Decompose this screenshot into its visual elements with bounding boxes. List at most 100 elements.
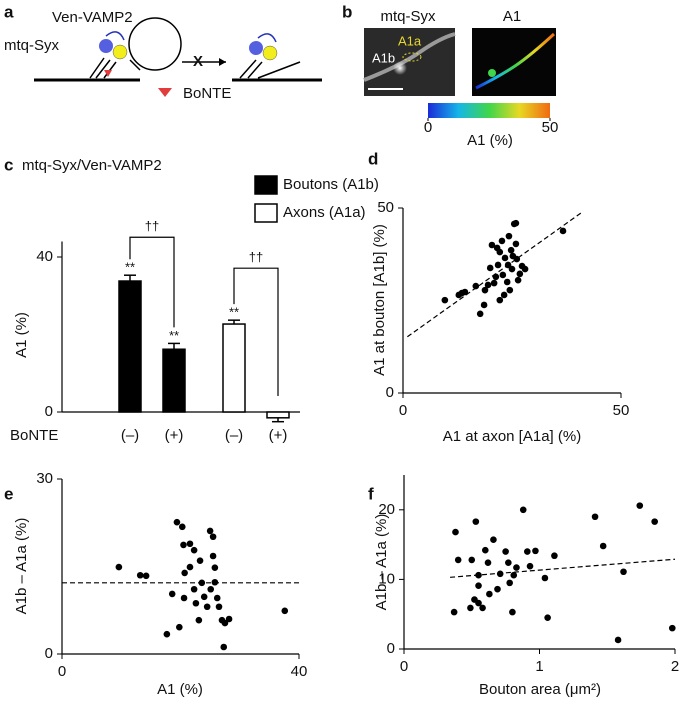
point	[505, 559, 512, 566]
fit-line	[450, 558, 676, 578]
bar	[222, 323, 246, 413]
axon	[363, 32, 456, 82]
bar	[118, 280, 142, 413]
significance-label: **	[169, 328, 179, 343]
point	[494, 261, 502, 269]
colorbar-tick-label: 50	[542, 119, 559, 136]
point	[512, 219, 520, 227]
point	[620, 568, 627, 576]
point	[541, 574, 549, 582]
bracket-label: ††	[145, 219, 159, 234]
legend-swatch	[254, 175, 278, 195]
point	[215, 603, 223, 611]
y-axis-label: A1 (%)	[13, 312, 30, 358]
point	[519, 506, 527, 514]
panel-a: a Ven-VAMP2 mtq-Syx X BoNTE	[4, 2, 322, 102]
bar	[266, 411, 290, 419]
x-tick-label: (+)	[165, 427, 184, 444]
significance-label: **	[229, 305, 239, 320]
x-tick-label: 0	[399, 402, 407, 419]
x-tick-label: (–)	[121, 427, 139, 444]
point	[196, 557, 204, 564]
x-tick-label: (–)	[225, 427, 243, 444]
point	[532, 547, 539, 555]
vesicle-label: Ven-VAMP2	[52, 9, 133, 26]
point	[499, 271, 507, 279]
vesicle	[128, 17, 182, 71]
colorbar-tick-label: 0	[424, 119, 432, 136]
point	[508, 265, 516, 273]
point	[211, 578, 219, 586]
point	[651, 518, 658, 525]
point	[452, 528, 459, 536]
panel-b: b mtq-Syx A1 A1a A1b A1 (%)	[342, 2, 556, 149]
y-tick-label: 30	[36, 470, 53, 487]
toxin-legend	[158, 88, 172, 97]
point	[441, 296, 449, 304]
panel-letter: a	[4, 2, 14, 21]
point	[482, 546, 489, 554]
toxin-mark	[104, 70, 112, 77]
point	[506, 286, 514, 294]
point	[492, 273, 500, 281]
point	[481, 286, 489, 294]
blue-fluor	[249, 41, 263, 55]
bar	[162, 348, 186, 413]
y-tick-label: 0	[387, 640, 395, 657]
fret-arrow	[105, 31, 125, 41]
point	[461, 288, 469, 296]
chart-title: mtq-Syx/Ven-VAMP2	[22, 157, 162, 174]
point	[591, 513, 599, 521]
point	[195, 616, 203, 624]
point	[500, 291, 508, 299]
point	[668, 624, 676, 632]
point	[521, 265, 529, 273]
snare	[239, 59, 301, 79]
point	[186, 540, 194, 548]
point	[475, 571, 482, 579]
point	[176, 623, 183, 631]
point	[467, 604, 474, 612]
point	[509, 608, 516, 616]
point	[476, 310, 484, 318]
syntaxin-label: mtq-Syx	[4, 37, 60, 54]
point	[494, 585, 501, 593]
point	[496, 296, 504, 304]
point	[496, 248, 504, 256]
point	[115, 563, 123, 571]
point	[475, 582, 482, 589]
y-tick-label: 0	[386, 384, 394, 401]
point	[506, 579, 513, 587]
point	[178, 523, 186, 531]
point	[180, 594, 188, 602]
ratio-image	[472, 28, 556, 96]
x-tick-label: 2	[671, 658, 679, 675]
point	[168, 590, 176, 598]
point	[190, 585, 198, 593]
point	[544, 614, 551, 621]
point	[510, 571, 518, 579]
point	[516, 270, 524, 278]
point	[490, 536, 497, 544]
point	[551, 552, 558, 560]
point	[221, 619, 229, 627]
bracket-label: ††	[249, 250, 263, 265]
point	[484, 281, 492, 289]
point	[512, 240, 520, 248]
legend-label: Boutons (A1b)	[283, 176, 379, 193]
point	[475, 599, 482, 607]
y-tick-label: 0	[45, 645, 53, 662]
point	[207, 585, 215, 593]
x-axis-label: A1 (%)	[157, 681, 203, 698]
x-axis-label: A1 at axon [A1a] (%)	[443, 428, 581, 445]
legend-label: Axons (A1a)	[283, 204, 366, 221]
roi	[402, 52, 422, 62]
point	[163, 630, 171, 638]
point	[186, 563, 194, 571]
y-tick-label: 50	[377, 199, 394, 216]
point	[507, 246, 515, 254]
image-title: A1	[503, 8, 521, 25]
x-tick-label: 0	[400, 658, 408, 675]
panel-letter: f	[368, 484, 374, 503]
point	[136, 571, 144, 579]
